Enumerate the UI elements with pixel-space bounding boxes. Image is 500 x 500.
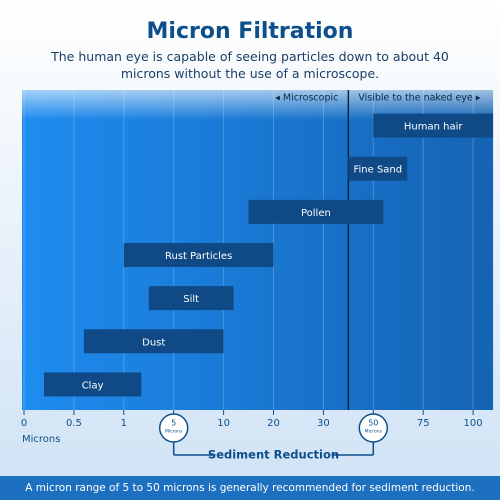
x-tick-label: 1 [121, 418, 127, 429]
bar-label: Dust [142, 337, 165, 348]
bar-label: Human hair [404, 122, 463, 133]
sediment-label: Sediment Reduction [208, 448, 339, 462]
chart-title: Micron Filtration [147, 19, 354, 44]
bar [348, 156, 408, 181]
subtitle-box: The human eye is capable of seeing parti… [51, 49, 449, 81]
x-tick-label: 30 [317, 418, 330, 429]
bar-label: Fine Sand [353, 165, 402, 176]
threshold-right-label: Visible to the naked eye ▸ [358, 93, 480, 104]
bar [148, 286, 234, 311]
x-tick-label: 100 [464, 418, 483, 429]
range-marker-unit: Microns [365, 429, 383, 435]
chart-subtitle: The human eye is capable of seeing parti… [51, 49, 449, 81]
x-tick-label: 10 [217, 418, 230, 429]
bar [83, 329, 224, 354]
bar-label: Clay [82, 380, 104, 391]
bar [43, 372, 142, 397]
range-marker [358, 413, 389, 443]
x-tick-label: 20 [267, 418, 280, 429]
x-tick-label: 0.5 [66, 418, 82, 429]
footer-band [0, 476, 500, 500]
bar-label: Pollen [301, 208, 331, 219]
bar [248, 199, 384, 224]
x-tick-label: 0 [21, 418, 27, 429]
bar [123, 243, 274, 267]
bar-label: Silt [183, 294, 199, 305]
footer: A micron range of 5 to 50 microns is gen… [25, 482, 474, 494]
x-axis-label: Microns [22, 434, 60, 445]
range-marker-unit: Microns [165, 429, 183, 435]
range-marker-value: 50 [368, 419, 378, 428]
bar-label: Rust Particles [165, 251, 232, 262]
threshold-left-label: ◂ Microscopic [275, 93, 338, 104]
bar [373, 113, 494, 138]
range-marker-value: 5 [171, 419, 176, 428]
range-marker [158, 413, 189, 443]
x-tick-label: 75 [417, 418, 430, 429]
